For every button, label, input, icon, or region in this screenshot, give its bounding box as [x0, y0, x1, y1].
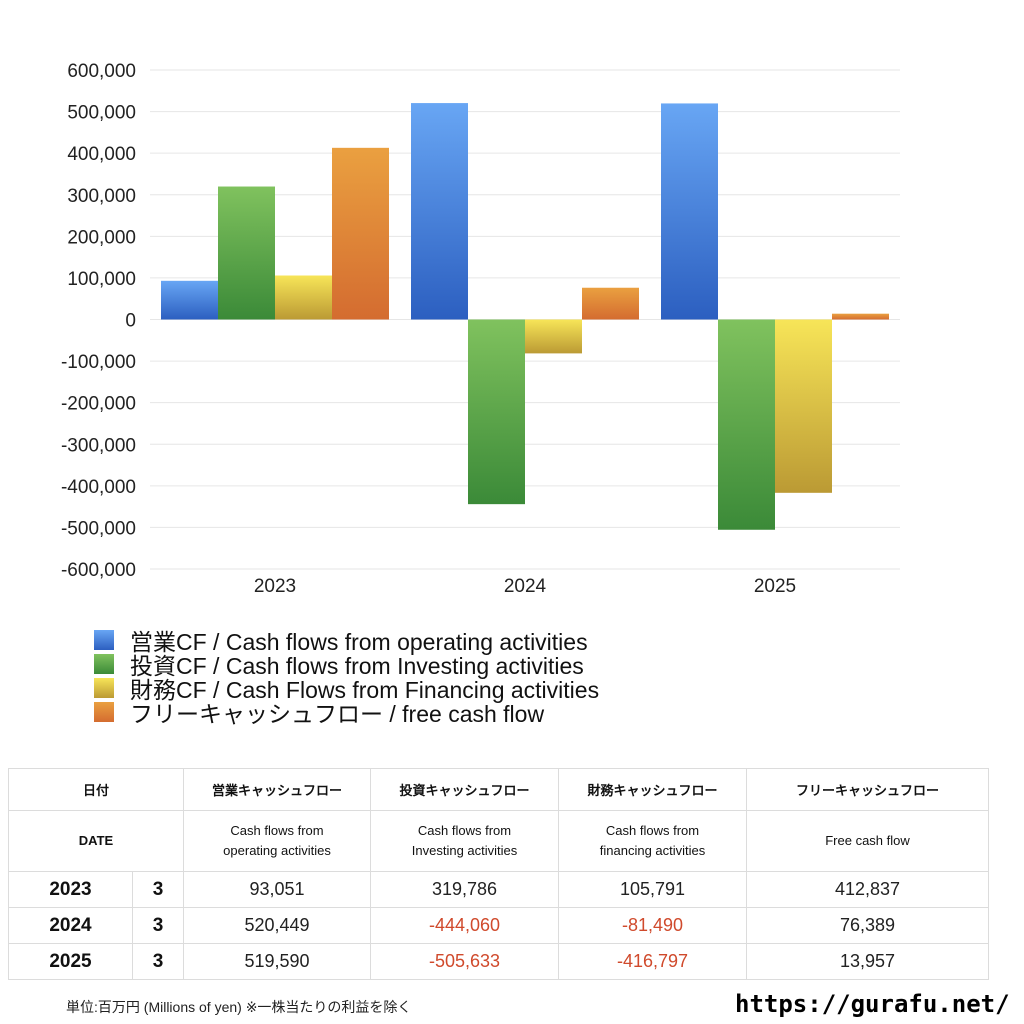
legend-label: 投資CF / Cash flows from Investing activit… — [130, 653, 584, 679]
row-free: 412,837 — [746, 871, 990, 908]
row-operating: 93,051 — [183, 871, 372, 908]
row-month: 3 — [131, 871, 185, 908]
legend-label: 財務CF / Cash Flows from Financing activit… — [130, 677, 600, 703]
y-tick-label: -200,000 — [61, 394, 136, 415]
y-tick-label: 500,000 — [67, 103, 136, 124]
y-tick-label: -600,000 — [61, 560, 136, 581]
row-investing: -505,633 — [370, 943, 560, 980]
table-subheader-row: DATE Cash flows from operating activities… — [7, 810, 990, 872]
cashflow-table: 日付 営業キャッシュフロー 投資キャッシュフロー 財務キャッシュフロー フリーキ… — [7, 768, 990, 980]
row-free: 13,957 — [746, 943, 990, 980]
legend-swatch-investing — [94, 654, 114, 674]
y-tick-label: 100,000 — [67, 269, 136, 290]
y-tick-label: 0 — [125, 311, 136, 332]
row-free: 76,389 — [746, 907, 990, 944]
header-free: フリーキャッシュフロー — [746, 768, 990, 811]
legend-item-investing[interactable]: 投資CF / Cash flows from Investing activit… — [94, 652, 599, 679]
legend-label: フリーキャッシュフロー / free cash flow — [130, 701, 545, 727]
unit-note: 単位:百万円 (Millions of yen) ※一株当たりの利益を除く — [66, 999, 412, 1015]
y-tick-label: 300,000 — [67, 186, 136, 207]
bar-2024-series-3 — [582, 287, 639, 320]
bar-2024-series-0 — [411, 103, 468, 320]
legend: 営業CF / Cash flows from operating activit… — [94, 628, 599, 727]
row-investing: 319,786 — [370, 871, 560, 908]
y-tick-label: 400,000 — [67, 144, 136, 165]
bar-2025-series-2 — [775, 319, 832, 493]
bar-2025-series-0 — [661, 103, 718, 320]
bar-2023-series-1 — [218, 186, 275, 320]
row-operating: 520,449 — [183, 907, 372, 944]
bar-2025-series-1 — [718, 319, 775, 530]
legend-swatch-operating — [94, 630, 114, 650]
bar-2023-series-3 — [332, 147, 389, 320]
bar-2024-series-2 — [525, 319, 582, 354]
subheader-financing: Cash flows from financing activities — [558, 810, 748, 872]
subheader-investing: Cash flows from Investing activities — [370, 810, 560, 872]
bar-2023-series-0 — [161, 280, 218, 320]
row-month: 3 — [131, 907, 185, 944]
x-tick-label: 2024 — [504, 576, 547, 597]
x-tick-label: 2023 — [254, 576, 296, 597]
bar-2024-series-1 — [468, 319, 525, 505]
table-row: 2023 3 93,051 319,786 105,791 412,837 — [8, 871, 990, 908]
table-row: 2025 3 519,590 -505,633 -416,797 13,957 — [8, 943, 990, 980]
y-tick-label: -500,000 — [61, 518, 136, 539]
y-tick-label: 600,000 — [67, 61, 136, 82]
site-url[interactable]: https://gurafu.net/ — [735, 990, 1010, 1018]
row-financing: 105,791 — [558, 871, 748, 908]
row-month: 3 — [131, 943, 185, 980]
chart: 600,000 500,000 400,000 300,000 200,000 100,0… — [61, 61, 900, 597]
table-row: 2024 3 520,449 -444,060 -81,490 76,389 — [8, 907, 990, 944]
row-financing: -416,797 — [558, 943, 748, 980]
y-tick-label: -400,000 — [61, 477, 136, 498]
subheader-date: DATE — [7, 810, 185, 872]
legend-swatch-free — [94, 702, 114, 722]
table-header-row: 日付 営業キャッシュフロー 投資キャッシュフロー 財務キャッシュフロー フリーキ… — [7, 768, 990, 811]
header-financing: 財務キャッシュフロー — [558, 768, 748, 811]
bar-2023-series-2 — [275, 275, 332, 320]
bar-2025-series-3 — [832, 313, 889, 320]
y-tick-label: -100,000 — [61, 352, 136, 373]
legend-item-free[interactable]: フリーキャッシュフロー / free cash flow — [94, 700, 599, 727]
subheader-free: Free cash flow — [746, 810, 990, 872]
row-operating: 519,590 — [183, 943, 372, 980]
row-year: 2024 — [8, 907, 133, 944]
legend-item-financing[interactable]: 財務CF / Cash Flows from Financing activit… — [94, 676, 599, 703]
header-investing: 投資キャッシュフロー — [370, 768, 560, 811]
legend-swatch-financing — [94, 678, 114, 698]
row-year: 2025 — [8, 943, 133, 980]
header-date: 日付 — [7, 768, 185, 811]
row-financing: -81,490 — [558, 907, 748, 944]
y-tick-label: -300,000 — [61, 435, 136, 456]
y-tick-label: 200,000 — [67, 227, 136, 248]
x-tick-label: 2025 — [754, 576, 796, 597]
subheader-operating: Cash flows from operating activities — [183, 810, 372, 872]
legend-item-operating[interactable]: 営業CF / Cash flows from operating activit… — [94, 628, 599, 655]
row-year: 2023 — [8, 871, 133, 908]
legend-label: 営業CF / Cash flows from operating activit… — [130, 629, 588, 655]
row-investing: -444,060 — [370, 907, 560, 944]
header-operating: 営業キャッシュフロー — [183, 768, 372, 811]
